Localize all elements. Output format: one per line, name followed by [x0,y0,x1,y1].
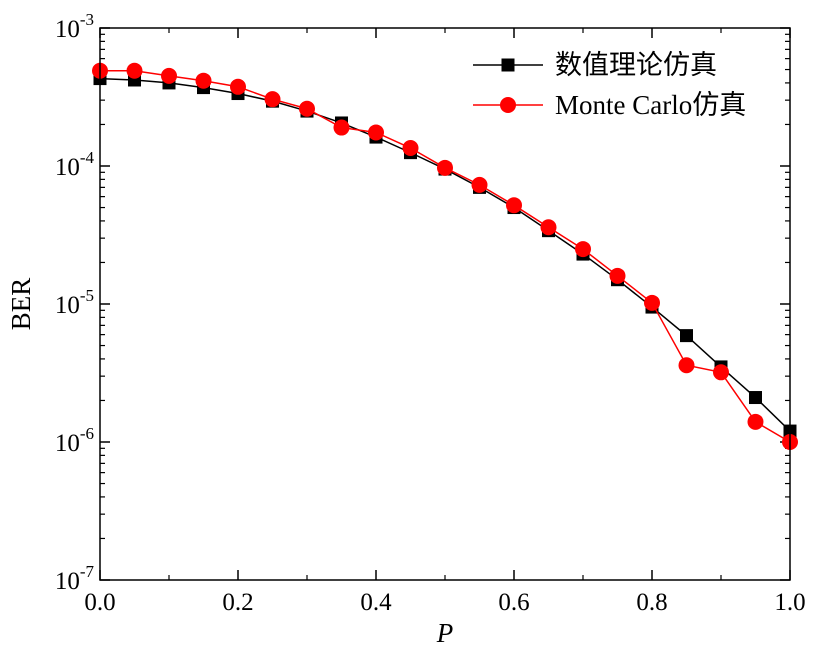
series-1 [92,62,798,450]
x-tick-label: 0.8 [636,589,667,616]
circle-marker [471,176,488,193]
y-tick-label: 10-5 [55,286,94,319]
y-axis-ticks: 10-3 10-4 10-5 10-6 10-7 [55,10,790,595]
circle-marker [506,197,522,214]
circle-marker [609,267,626,284]
circle-marker [644,294,660,311]
x-tick-label: 0.2 [222,589,253,616]
y-tick-label: 10-3 [55,10,94,43]
legend-marker [501,58,515,72]
square-marker [680,329,693,343]
series-0 [93,72,797,438]
circle-marker [195,72,212,89]
x-tick-label: 0.0 [84,589,115,616]
circle-marker [747,413,764,430]
circle-marker [126,62,143,79]
y-tick-label: 10-6 [55,424,94,457]
circle-marker [402,140,419,157]
legend-marker [500,97,516,113]
circle-marker [368,124,384,141]
y-tick-label: 10-7 [55,562,95,595]
circle-marker [299,100,315,117]
y-tick-label: 10-4 [55,148,95,181]
circle-marker [161,67,177,84]
y-axis-label: BER [6,278,36,331]
series-line [99,77,791,432]
circle-marker [678,357,695,374]
x-tick-label: 0.4 [360,589,392,616]
circle-marker [333,119,350,136]
x-tick-label: 0.6 [498,589,529,616]
circle-marker [264,91,281,108]
circle-marker [713,364,729,381]
legend-entry: 数值理论仿真 [555,50,717,80]
square-marker [749,391,762,405]
series-line [100,70,791,443]
plot-frame [99,27,791,581]
x-tick-label: 1.0 [774,589,805,616]
circle-marker [575,241,591,258]
circle-marker [540,219,557,236]
circle-marker [437,159,453,176]
legend-entry: Monte Carlo仿真 [555,90,746,120]
series-layer [92,62,798,450]
legend: 数值理论仿真 Monte Carlo仿真 [473,50,746,120]
x-axis-label: P [436,618,454,648]
circle-marker [230,78,246,95]
